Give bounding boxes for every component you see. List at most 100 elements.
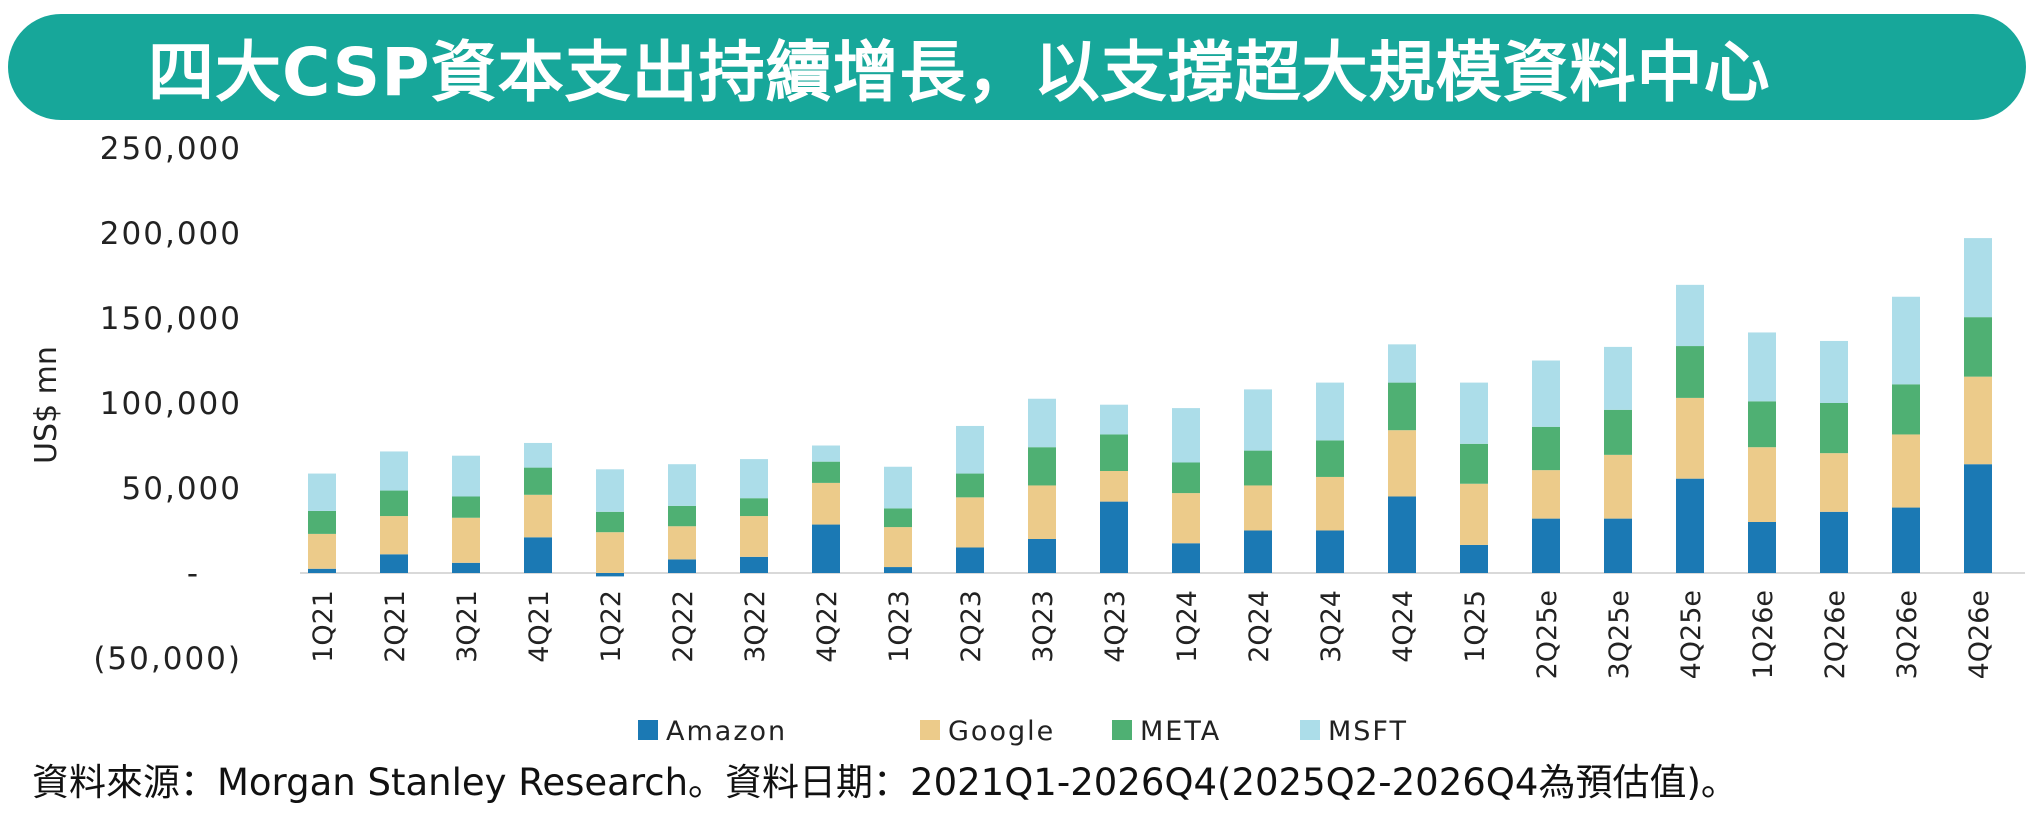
bar-amazon-3Q26e <box>1892 507 1920 573</box>
bar-google-3Q26e <box>1892 434 1920 508</box>
bar-google-1Q21 <box>308 533 336 569</box>
x-tick-label: 3Q23 <box>1028 590 1059 663</box>
bar-msft-2Q24 <box>1244 389 1272 451</box>
bar-meta-1Q23 <box>884 508 912 528</box>
x-tick-label: 4Q21 <box>524 590 555 663</box>
legend-label-meta: META <box>1140 716 1221 747</box>
bar-amazon-4Q22 <box>812 524 840 573</box>
x-tick-label: 4Q25e <box>1676 590 1707 679</box>
bar-google-3Q22 <box>740 516 768 557</box>
bar-msft-4Q25e <box>1676 284 1704 347</box>
bar-amazon-2Q26e <box>1820 511 1848 573</box>
bar-meta-2Q26e <box>1820 403 1848 454</box>
bar-google-4Q26e <box>1964 376 1992 465</box>
bar-msft-1Q23 <box>884 466 912 509</box>
bar-amazon-3Q24 <box>1316 530 1344 573</box>
bar-msft-2Q25e <box>1532 360 1560 427</box>
stacked-bar-chart: (50,000) - 50,000 100,000 150,000 200,000 250,… <box>29 131 2025 747</box>
bar-msft-1Q21 <box>308 473 336 511</box>
x-tick-label: 1Q25 <box>1460 590 1491 663</box>
bar-meta-2Q21 <box>380 490 408 517</box>
bar-amazon-2Q24 <box>1244 530 1272 573</box>
bar-msft-3Q25e <box>1604 346 1632 410</box>
bar-google-1Q23 <box>884 527 912 568</box>
bars-layer <box>308 238 1992 577</box>
bar-google-1Q22 <box>596 532 624 573</box>
title-banner: 四大CSP資本支出持續增長，以支撐超大規模資料中心 <box>8 14 2026 120</box>
bar-meta-3Q26e <box>1892 384 1920 435</box>
y-tick-label: 100,000 <box>100 386 242 422</box>
bar-msft-4Q26e <box>1964 238 1992 318</box>
x-tick-label: 4Q23 <box>1100 590 1131 663</box>
bar-meta-1Q25 <box>1460 443 1488 484</box>
bar-meta-1Q22 <box>596 511 624 533</box>
bar-google-2Q23 <box>956 497 984 548</box>
bar-amazon-1Q23 <box>884 567 912 573</box>
bar-meta-4Q22 <box>812 461 840 483</box>
bar-amazon-3Q23 <box>1028 539 1056 573</box>
legend-swatch-amazon <box>638 720 658 740</box>
bar-amazon-2Q25e <box>1532 518 1560 573</box>
bar-meta-3Q23 <box>1028 447 1056 486</box>
bar-meta-2Q23 <box>956 473 984 498</box>
bar-google-3Q25e <box>1604 454 1632 519</box>
x-tick-label: 3Q26e <box>1892 590 1923 679</box>
x-tick-label: 1Q21 <box>308 590 339 663</box>
bar-google-4Q24 <box>1388 430 1416 497</box>
bar-google-3Q23 <box>1028 485 1056 539</box>
bar-msft-1Q22 <box>596 469 624 512</box>
x-tick-label: 2Q24 <box>1244 590 1275 663</box>
bar-meta-4Q25e <box>1676 346 1704 398</box>
y-tick-label: 250,000 <box>100 131 242 167</box>
x-tick-label: 4Q24 <box>1388 590 1419 663</box>
bar-msft-4Q22 <box>812 445 840 462</box>
x-tick-label: 1Q24 <box>1172 590 1203 663</box>
legend: Amazon Google META MSFT <box>638 716 1406 747</box>
bar-msft-4Q23 <box>1100 404 1128 435</box>
bar-msft-4Q24 <box>1388 344 1416 383</box>
bar-amazon-1Q26e <box>1748 522 1776 573</box>
bar-meta-3Q24 <box>1316 440 1344 477</box>
x-tick-label: 4Q26e <box>1964 590 1995 679</box>
bar-msft-3Q26e <box>1892 296 1920 385</box>
bar-amazon-2Q22 <box>668 559 696 573</box>
bar-amazon-4Q24 <box>1388 496 1416 573</box>
legend-swatch-google <box>920 720 940 740</box>
bar-google-4Q21 <box>524 494 552 538</box>
bar-msft-2Q22 <box>668 464 696 506</box>
bar-amazon-4Q23 <box>1100 501 1128 573</box>
y-tick-label: - <box>187 556 200 592</box>
bar-msft-3Q23 <box>1028 398 1056 448</box>
x-tick-label: 3Q24 <box>1316 590 1347 663</box>
bar-msft-1Q25 <box>1460 382 1488 444</box>
bar-amazon-1Q22 <box>596 573 624 577</box>
bar-amazon-3Q25e <box>1604 518 1632 573</box>
x-tick-label: 2Q25e <box>1532 590 1563 679</box>
bar-amazon-2Q21 <box>380 554 408 573</box>
x-tick-label: 2Q23 <box>956 590 987 663</box>
bar-google-4Q25e <box>1676 397 1704 479</box>
bar-msft-3Q21 <box>452 455 480 497</box>
bar-meta-1Q21 <box>308 510 336 534</box>
legend-label-amazon: Amazon <box>666 716 787 747</box>
bar-google-4Q23 <box>1100 471 1128 502</box>
bar-google-3Q21 <box>452 517 480 563</box>
bar-amazon-3Q21 <box>452 562 480 573</box>
y-tick-label: 150,000 <box>100 301 242 337</box>
bar-google-2Q22 <box>668 526 696 560</box>
bar-google-4Q22 <box>812 482 840 525</box>
bar-google-1Q25 <box>1460 483 1488 545</box>
ticks-layer: (50,000) - 50,000 100,000 150,000 200,000 250,… <box>29 131 1995 679</box>
bar-meta-4Q21 <box>524 467 552 495</box>
bar-google-3Q24 <box>1316 476 1344 531</box>
x-tick-label: 3Q22 <box>740 590 771 663</box>
bar-msft-2Q26e <box>1820 340 1848 403</box>
bar-amazon-3Q22 <box>740 556 768 573</box>
legend-label-google: Google <box>948 716 1055 747</box>
source-note: 資料來源：Morgan Stanley Research。資料日期：2021Q1… <box>32 761 1738 804</box>
bar-google-2Q24 <box>1244 485 1272 531</box>
bar-msft-4Q21 <box>524 442 552 468</box>
bar-msft-2Q21 <box>380 451 408 491</box>
bar-meta-1Q24 <box>1172 462 1200 494</box>
bar-google-2Q21 <box>380 516 408 555</box>
